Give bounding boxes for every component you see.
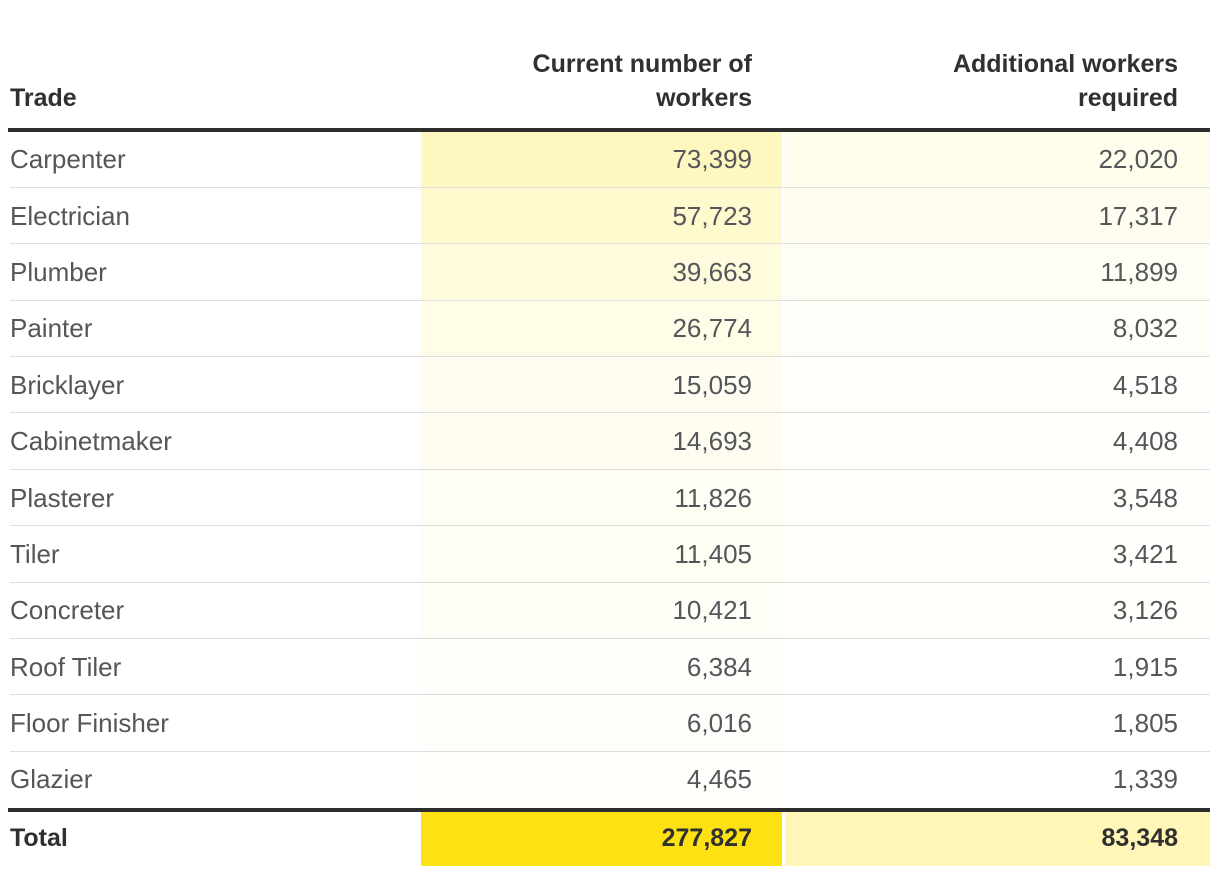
table-row: Floor Finisher 6,016 1,805: [0, 695, 1220, 753]
additional-workers-cell: 1,805: [785, 695, 1210, 752]
current-workers-cell: 11,405: [421, 526, 782, 583]
total-label: Total: [10, 824, 68, 853]
trade-label: Tiler: [10, 538, 60, 569]
trade-label: Plasterer: [10, 482, 115, 513]
additional-workers-cell: 4,408: [785, 413, 1210, 470]
trade-label: Carpenter: [10, 144, 126, 175]
current-workers-cell: 57,723: [421, 187, 782, 245]
table-row: Plasterer 11,826 3,548: [0, 469, 1220, 527]
additional-workers-cell: 1,339: [785, 751, 1210, 809]
table-header: Trade Current number of workers Addition…: [0, 0, 1220, 128]
additional-workers-cell: 4,518: [785, 357, 1210, 414]
table-row: Electrician 57,723 17,317: [0, 187, 1220, 245]
total-additional-workers-cell: 83,348: [785, 811, 1210, 866]
current-workers-cell: 10,421: [421, 582, 782, 640]
table-row: Concreter 10,421 3,126: [0, 582, 1220, 640]
trade-label: Concreter: [10, 595, 125, 626]
trade-label: Glazier: [10, 764, 93, 795]
table-row: Cabinetmaker 14,693 4,408: [0, 413, 1220, 471]
table-row: Glazier 4,465 1,339: [0, 751, 1220, 809]
trade-label: Cabinetmaker: [10, 426, 172, 457]
total-rule: [8, 808, 1210, 812]
additional-workers-cell: 17,317: [785, 187, 1210, 245]
trade-label: Plumber: [10, 256, 107, 287]
table-row: Painter 26,774 8,032: [0, 300, 1220, 358]
additional-workers-cell: 3,421: [785, 526, 1210, 583]
trade-label: Bricklayer: [10, 369, 125, 400]
col-header-additional-workers: Additional workers required: [952, 50, 1178, 112]
current-workers-cell: 26,774: [421, 300, 782, 358]
current-workers-cell: 39,663: [421, 244, 782, 301]
additional-workers-cell: 1,915: [785, 639, 1210, 696]
current-workers-cell: 73,399: [421, 131, 782, 188]
col-header-trade: Trade: [10, 84, 77, 112]
current-workers-cell: 4,465: [421, 751, 782, 809]
current-workers-cell: 11,826: [421, 469, 782, 527]
table-row: Tiler 11,405 3,421: [0, 526, 1220, 584]
additional-workers-cell: 3,126: [785, 582, 1210, 640]
table-body: Carpenter 73,399 22,020 Electrician 57,7…: [0, 131, 1220, 809]
col-header-current-workers: Current number of workers: [532, 50, 752, 112]
current-workers-cell: 6,016: [421, 695, 782, 752]
trade-label: Floor Finisher: [10, 708, 169, 739]
trade-label: Electrician: [10, 200, 130, 231]
table-row: Carpenter 73,399 22,020: [0, 131, 1220, 189]
current-workers-cell: 14,693: [421, 413, 782, 470]
additional-workers-cell: 22,020: [785, 131, 1210, 188]
trade-label: Roof Tiler: [10, 651, 122, 682]
table-row: Bricklayer 15,059 4,518: [0, 357, 1220, 414]
header-rule: [8, 128, 1210, 132]
total-row: Total 277,827 83,348: [0, 811, 1220, 866]
additional-workers-cell: 3,548: [785, 469, 1210, 527]
table-row: Roof Tiler 6,384 1,915: [0, 639, 1220, 696]
total-current-workers-cell: 277,827: [421, 811, 782, 866]
current-workers-cell: 6,384: [421, 639, 782, 696]
current-workers-cell: 15,059: [421, 357, 782, 414]
trade-label: Painter: [10, 313, 93, 344]
table-row: Plumber 39,663 11,899: [0, 244, 1220, 302]
additional-workers-cell: 11,899: [785, 244, 1210, 301]
additional-workers-cell: 8,032: [785, 300, 1210, 358]
